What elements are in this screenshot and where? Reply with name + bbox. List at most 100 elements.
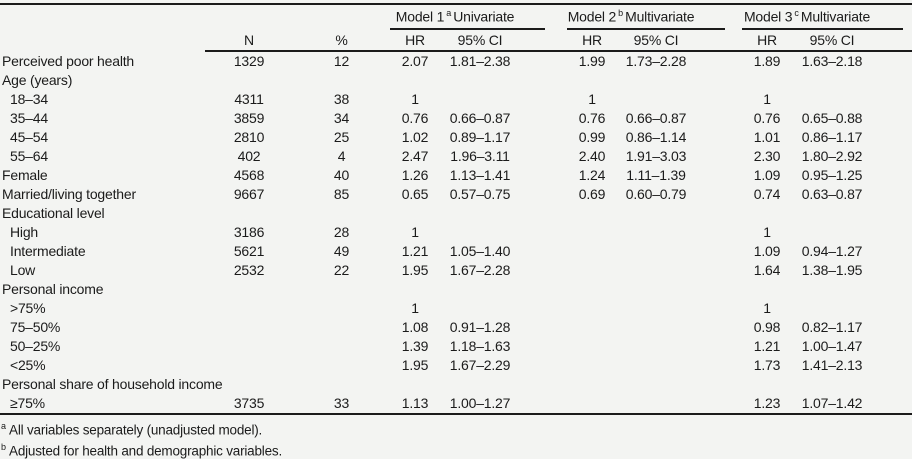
cell-ci-model1: 1.81–2.38 <box>440 51 545 71</box>
cell-n: 3186 <box>205 223 293 242</box>
gap <box>545 109 567 128</box>
cell-ci-model2: 1.73–2.28 <box>617 51 725 71</box>
gap <box>903 375 912 394</box>
cell-ci-model1: 1.18–1.63 <box>440 337 545 356</box>
gap <box>545 29 567 51</box>
spanner-spacer <box>903 4 912 29</box>
cell-ci-model3: 0.65–0.88 <box>792 109 903 128</box>
cell-ci-model1 <box>440 375 545 394</box>
col-header-ci-model2: 95% CI <box>617 29 725 51</box>
cell-ci-model2 <box>617 71 725 90</box>
cell-hr-model2 <box>567 394 617 414</box>
cell-n: 2810 <box>205 128 293 147</box>
cell-ci-model1: 0.57–0.75 <box>440 185 545 204</box>
cell-ci-model2: 1.91–3.03 <box>617 147 725 166</box>
cell-ci-model1 <box>440 280 545 299</box>
col-header-hr-model1: HR <box>390 29 440 51</box>
cell-hr-model3: 1.09 <box>742 242 792 261</box>
cell-hr-model1: 1.26 <box>390 166 440 185</box>
cell-hr-model1 <box>390 280 440 299</box>
cell-ci-model3: 1.07–1.42 <box>792 394 903 414</box>
cell-hr-model3: 1.23 <box>742 394 792 414</box>
gap <box>903 394 912 414</box>
cell-n: 2532 <box>205 261 293 280</box>
gap <box>725 280 742 299</box>
cell-hr-model3 <box>742 71 792 90</box>
cell-ci-model2 <box>617 204 725 223</box>
cell-ci-model2: 0.66–0.87 <box>617 109 725 128</box>
cell-pct <box>293 375 390 394</box>
row-label: 18–34 <box>0 90 205 109</box>
cell-ci-model3 <box>792 204 903 223</box>
cell-ci-model1: 0.66–0.87 <box>440 109 545 128</box>
cell-ci-model2: 0.86–1.14 <box>617 128 725 147</box>
cell-ci-model2: 0.60–0.79 <box>617 185 725 204</box>
cell-hr-model3: 0.76 <box>742 109 792 128</box>
cell-hr-model3: 1.73 <box>742 356 792 375</box>
cell-hr-model3: 1.01 <box>742 128 792 147</box>
gap <box>545 356 567 375</box>
column-header-row: N % HR 95% CI HR 95% CI HR 95% CI <box>0 29 912 51</box>
gap <box>903 223 912 242</box>
gap <box>545 185 567 204</box>
cell-hr-model2: 1 <box>567 90 617 109</box>
gap <box>725 394 742 414</box>
footnote-a-text: All variables separately (unadjusted mod… <box>9 423 262 438</box>
cell-hr-model2 <box>567 337 617 356</box>
cell-hr-model1: 1.95 <box>390 261 440 280</box>
row-label: Female <box>0 166 205 185</box>
cell-n: 9667 <box>205 185 293 204</box>
cell-hr-model1: 1.02 <box>390 128 440 147</box>
gap <box>903 128 912 147</box>
cell-pct: 4 <box>293 147 390 166</box>
cell-n <box>205 71 293 90</box>
spanner-gap <box>545 4 567 29</box>
gap <box>545 337 567 356</box>
table-row: Perceived poor health 1329 12 2.07 1.81–… <box>0 51 912 71</box>
gap <box>903 29 912 51</box>
model1-footnote-marker: a <box>446 8 451 18</box>
cell-ci-model1: 1.96–3.11 <box>440 147 545 166</box>
cell-ci-model3: 1.63–2.18 <box>792 51 903 71</box>
col-header-ci-model1: 95% CI <box>440 29 545 51</box>
gap <box>903 299 912 318</box>
cell-hr-model2: 0.76 <box>567 109 617 128</box>
cell-hr-model1: 1.08 <box>390 318 440 337</box>
cell-n: 4568 <box>205 166 293 185</box>
cell-hr-model2 <box>567 71 617 90</box>
row-label: 50–25% <box>0 337 205 356</box>
model2-type: Multivariate <box>625 9 694 25</box>
table-row: 18–34 4311 38 1 1 1 <box>0 90 912 109</box>
cell-hr-model1: 1.21 <box>390 242 440 261</box>
cell-hr-model3: 2.30 <box>742 147 792 166</box>
cell-ci-model3: 0.94–1.27 <box>792 242 903 261</box>
spanner-spacer <box>0 4 390 29</box>
gap <box>903 337 912 356</box>
row-label: ≥75% <box>0 394 205 414</box>
table-row: ≥75% 3735 33 1.13 1.00–1.27 1.23 1.07–1.… <box>0 394 912 414</box>
cell-ci-model2 <box>617 261 725 280</box>
row-label: Personal income <box>0 280 205 299</box>
table-row: Educational level <box>0 204 912 223</box>
col-header-ci-model3: 95% CI <box>792 29 903 51</box>
cell-pct: 12 <box>293 51 390 71</box>
model3-name: Model 3 <box>744 9 792 25</box>
cell-hr-model1: 1.13 <box>390 394 440 414</box>
cell-hr-model2: 1.24 <box>567 166 617 185</box>
table-row: Married/living together 9667 85 0.65 0.5… <box>0 185 912 204</box>
row-label: Low <box>0 261 205 280</box>
gap <box>725 223 742 242</box>
gap <box>725 375 742 394</box>
cell-ci-model1: 1.05–1.40 <box>440 242 545 261</box>
cell-n: 3735 <box>205 394 293 414</box>
spanner-gap <box>725 4 742 29</box>
cell-pct <box>293 356 390 375</box>
table-row: 55–64 402 4 2.47 1.96–3.11 2.40 1.91–3.0… <box>0 147 912 166</box>
gap <box>903 90 912 109</box>
cell-pct <box>293 318 390 337</box>
model3-footnote-marker: c <box>794 8 799 18</box>
